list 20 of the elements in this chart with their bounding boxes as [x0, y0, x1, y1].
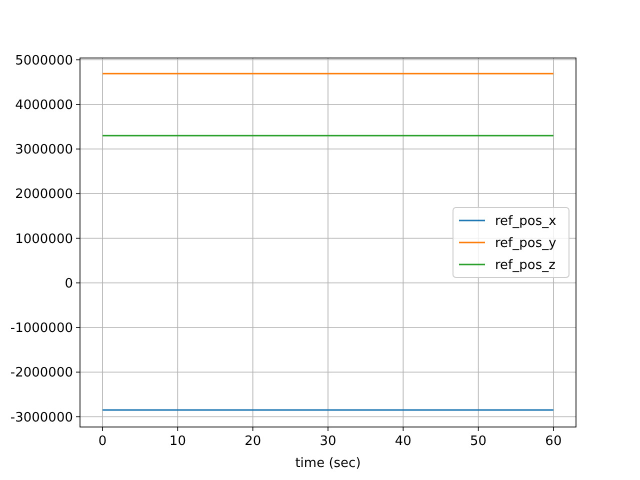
x-tick-label: 30 — [320, 434, 336, 449]
y-tick-label: 0 — [64, 276, 73, 292]
x-tick-label: 0 — [98, 434, 107, 449]
y-tick-label: -2000000 — [10, 366, 73, 381]
y-tick-label: 4000000 — [15, 98, 73, 113]
x-axis-title: time (sec) — [295, 456, 361, 471]
x-tick-label: 60 — [545, 434, 562, 449]
y-tick-label: -3000000 — [10, 410, 73, 426]
y-tick-label: 3000000 — [15, 142, 73, 158]
y-tick-label: 1000000 — [15, 232, 73, 247]
x-tick-label: 50 — [470, 434, 487, 449]
legend-label: ref_pos_x — [495, 214, 557, 230]
y-tick-label: -1000000 — [10, 321, 73, 336]
x-tick-label: 10 — [169, 434, 186, 449]
x-tick-label: 20 — [244, 434, 262, 449]
y-tick-label: 2000000 — [15, 187, 73, 202]
legend-label: ref_pos_z — [495, 258, 556, 274]
legend-label: ref_pos_y — [495, 236, 557, 252]
x-tick-label: 40 — [394, 434, 412, 449]
y-tick-label: 5000000 — [15, 53, 73, 68]
